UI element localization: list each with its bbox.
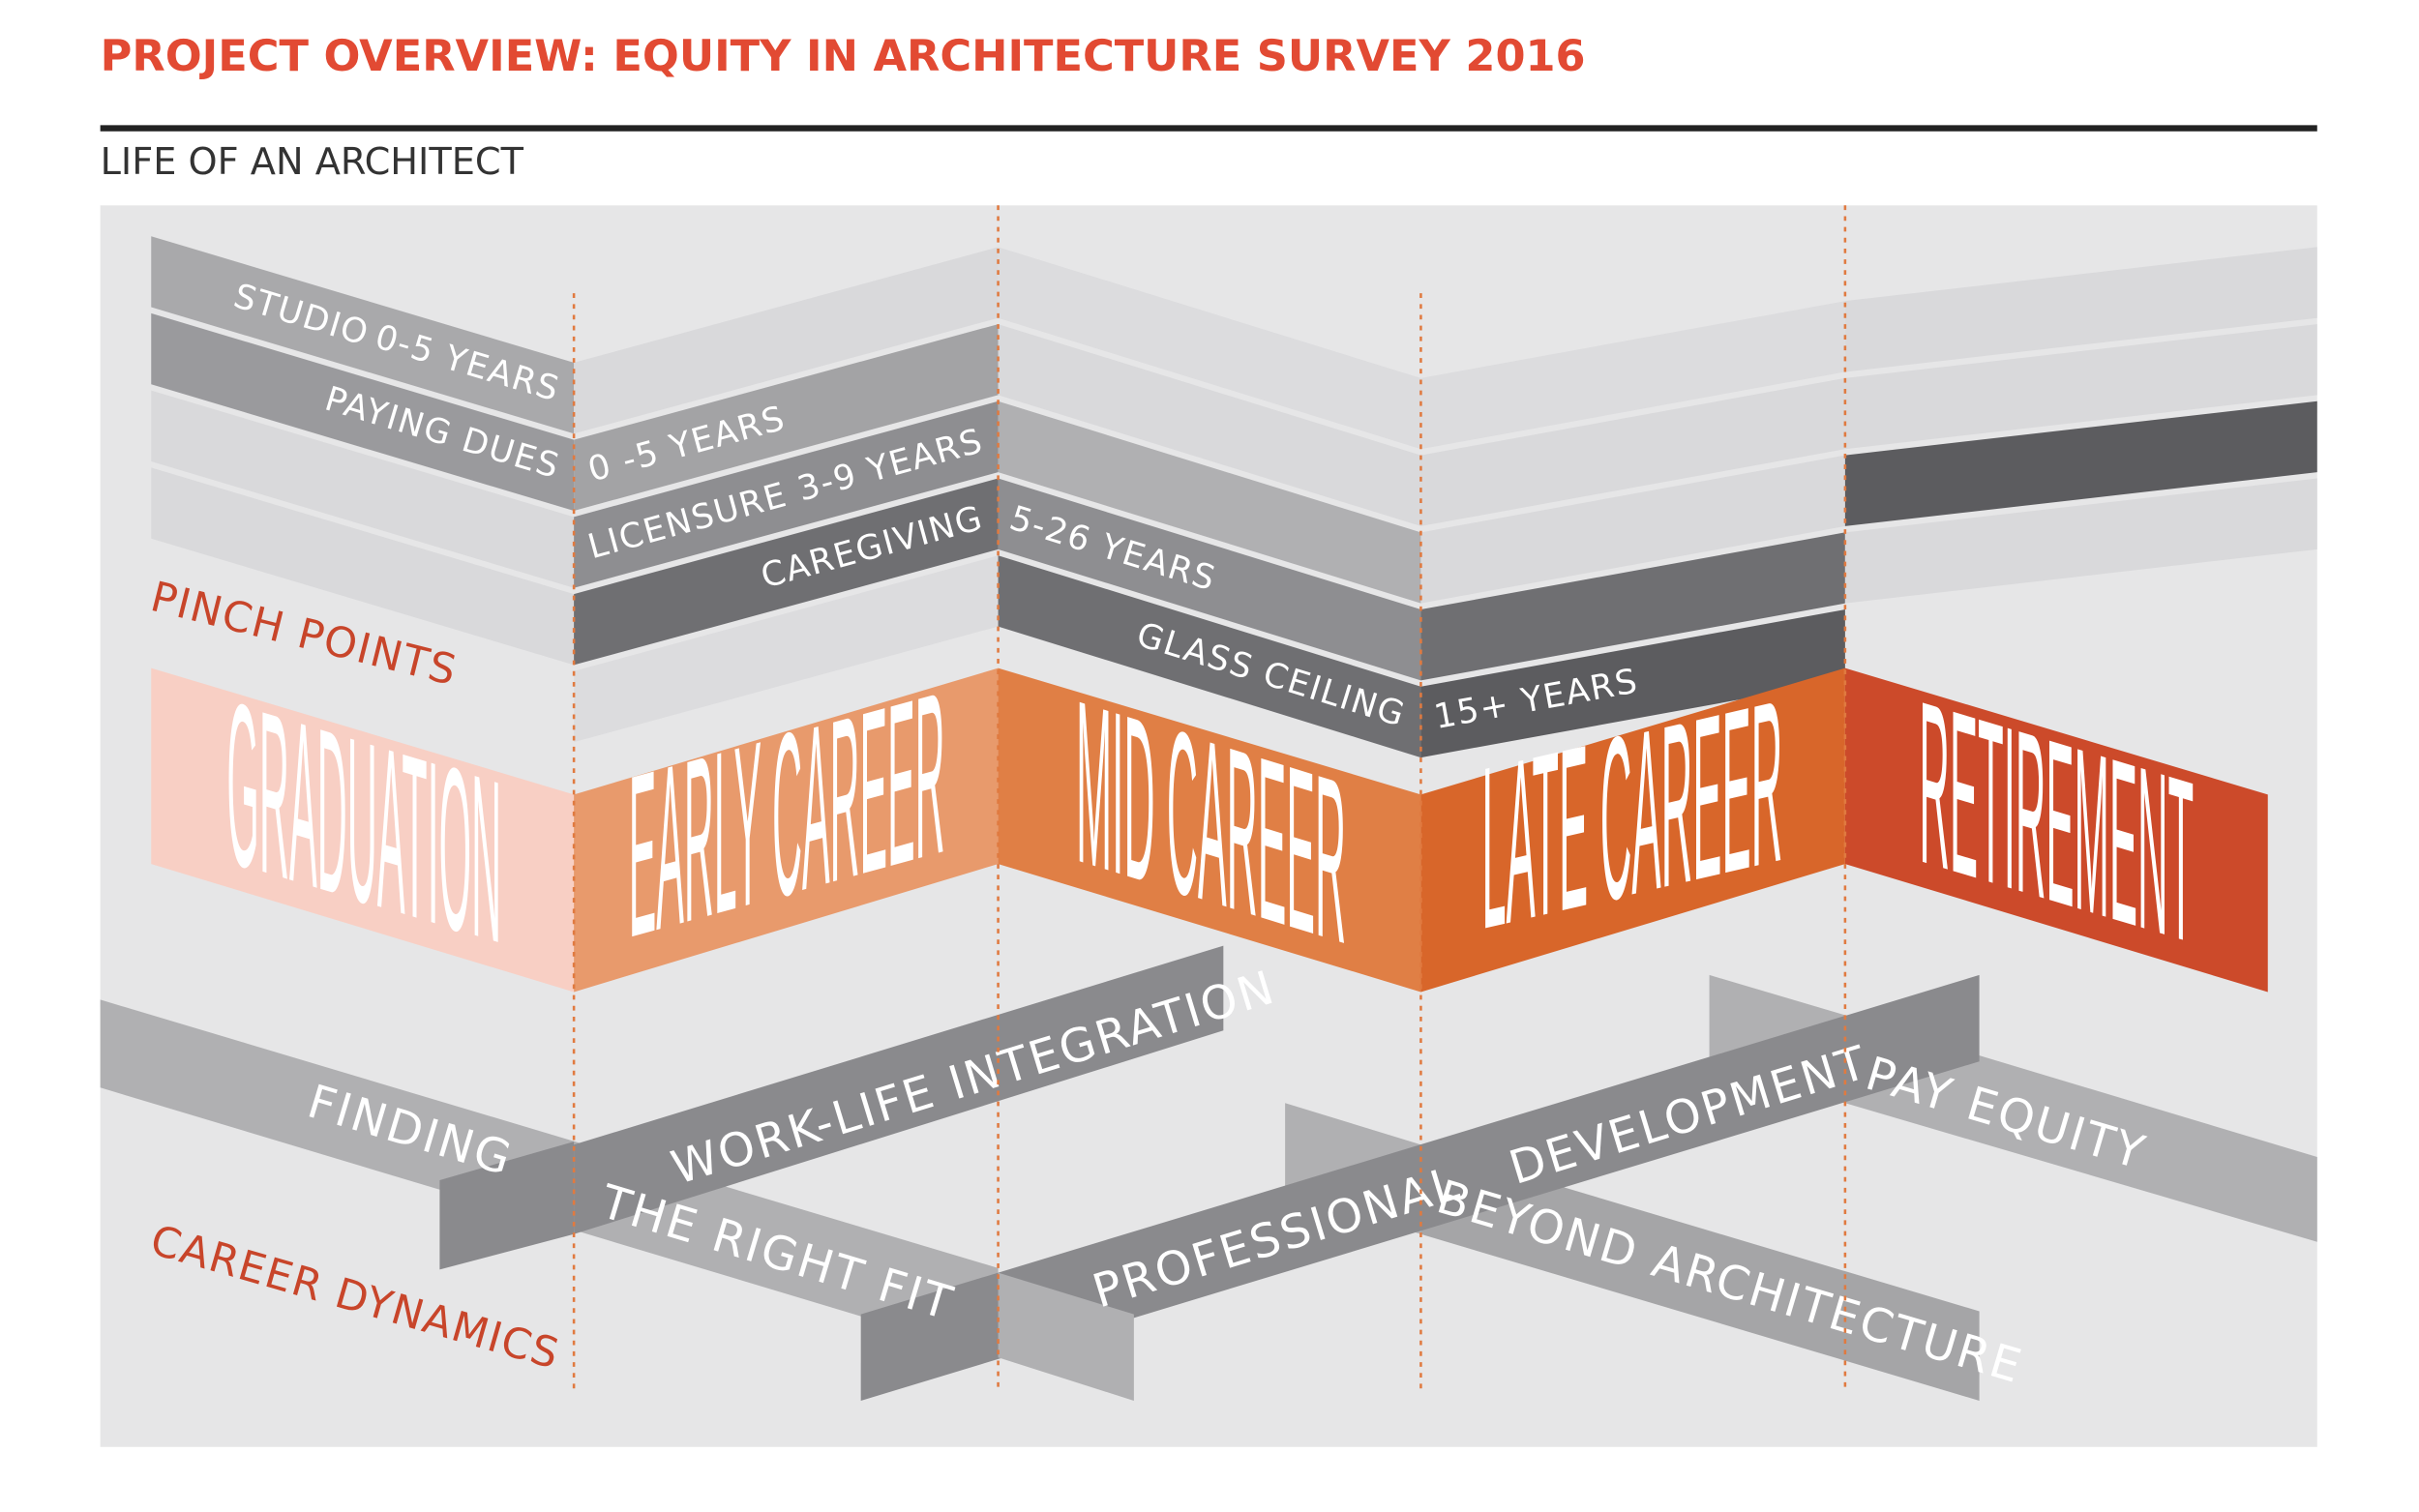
ribbon bbox=[151, 467, 575, 666]
ribbon bbox=[1420, 377, 1845, 526]
ribbon bbox=[574, 478, 999, 666]
stage-segment bbox=[574, 667, 999, 993]
ribbon bbox=[574, 945, 1224, 1234]
ribbon bbox=[1844, 1015, 2317, 1242]
ribbon bbox=[998, 324, 1421, 526]
ribbon bbox=[574, 324, 999, 511]
pinch-ribbons bbox=[151, 236, 2317, 758]
ribbon bbox=[574, 555, 999, 743]
stage-segment bbox=[151, 667, 575, 993]
stage-segment bbox=[1844, 667, 2268, 993]
ribbon bbox=[998, 1272, 1134, 1401]
ribbon bbox=[998, 400, 1421, 604]
stage-segment bbox=[1420, 667, 1845, 993]
ribbon bbox=[998, 555, 1421, 758]
ribbon bbox=[1420, 532, 1845, 681]
ribbon bbox=[1420, 301, 1845, 450]
ribbon bbox=[1420, 609, 1845, 758]
ribbon bbox=[998, 247, 1421, 450]
ribbon bbox=[1844, 247, 2317, 372]
subtitle: LIFE OF AN ARCHITECT bbox=[101, 140, 524, 184]
ribbon bbox=[1844, 478, 2317, 604]
ribbon bbox=[1420, 1144, 1980, 1401]
ribbon bbox=[1844, 324, 2317, 450]
stage-dividers bbox=[572, 205, 1847, 1389]
ribbon bbox=[998, 478, 1421, 681]
ribbon bbox=[574, 400, 999, 588]
page-title: PROJECT OVERVIEW: EQUITY IN ARCHITECTURE… bbox=[101, 31, 1586, 81]
ribbon bbox=[439, 1141, 575, 1270]
stage-segment bbox=[998, 667, 1421, 993]
ribbon bbox=[860, 974, 1980, 1401]
ribbon bbox=[574, 247, 999, 434]
ribbon bbox=[151, 390, 575, 588]
ribbon bbox=[1420, 455, 1845, 604]
dynamics-ribbons bbox=[100, 945, 2317, 1401]
ribbon bbox=[1844, 400, 2317, 526]
ribbon bbox=[151, 312, 575, 511]
ribbon bbox=[151, 236, 575, 434]
